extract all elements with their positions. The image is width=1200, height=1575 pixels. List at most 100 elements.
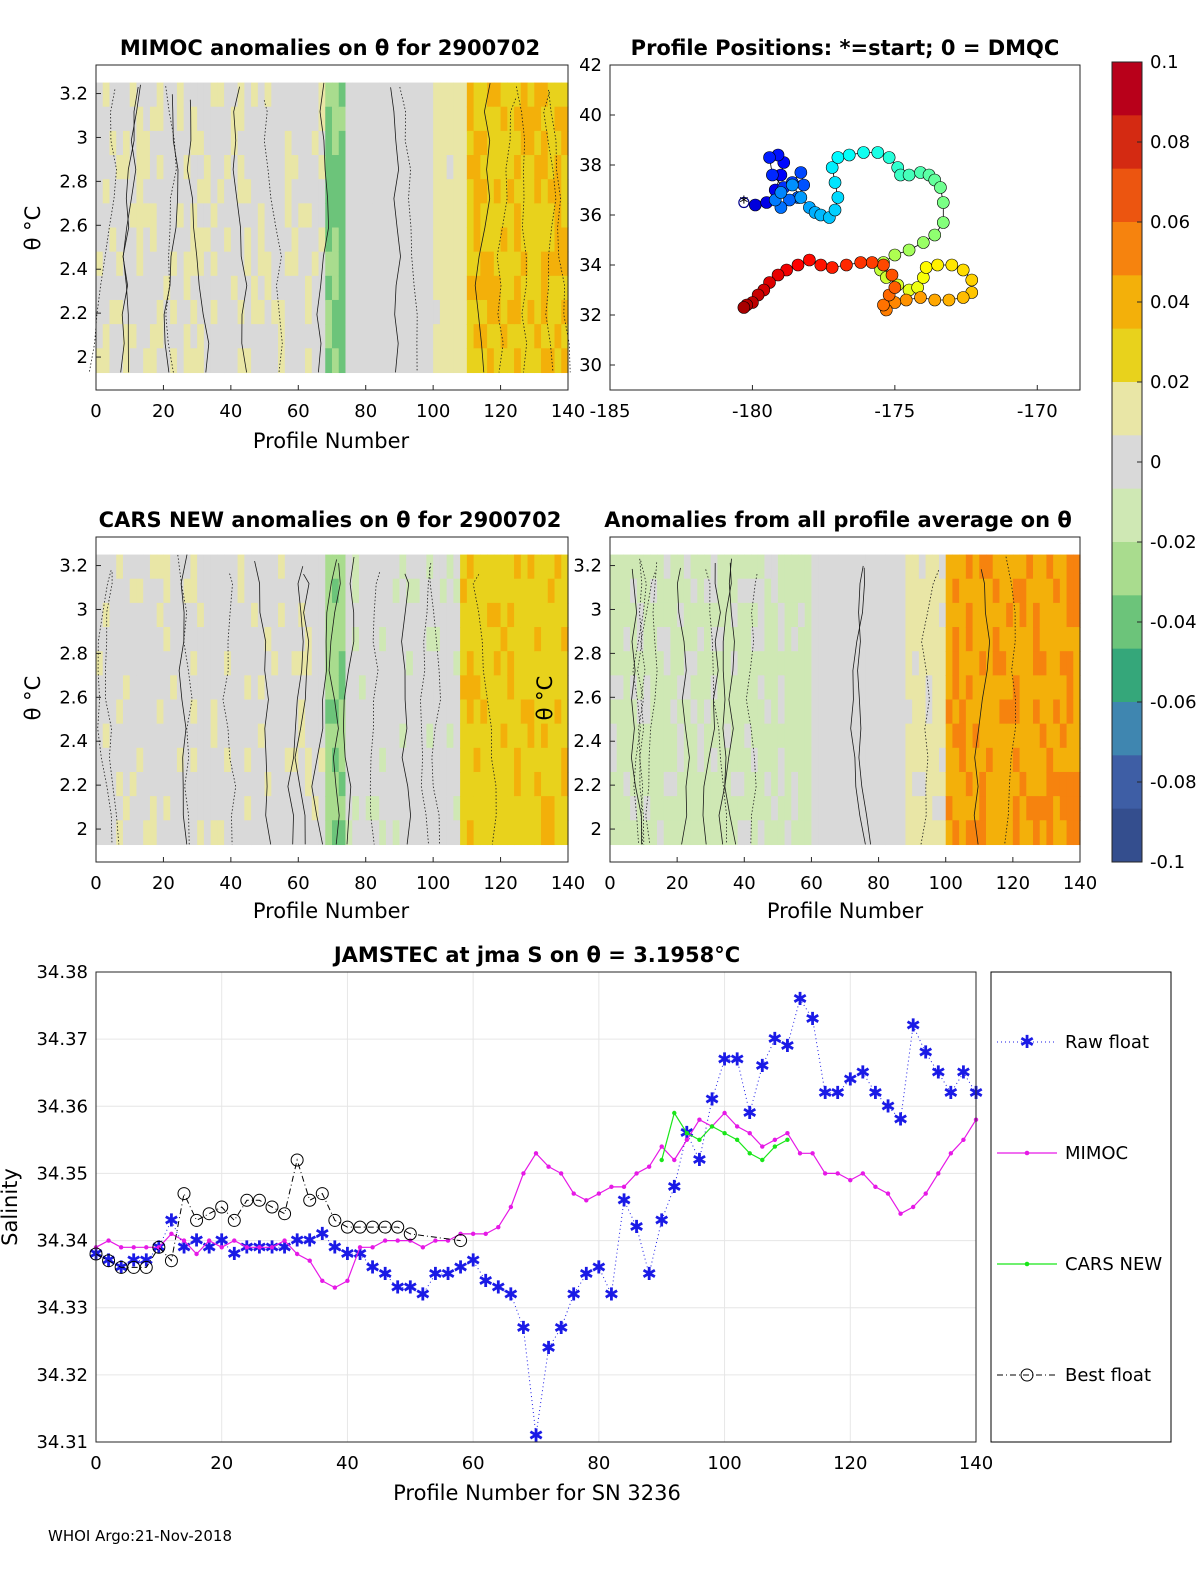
avg-cell: [992, 675, 1001, 701]
cars-cell: [244, 578, 252, 604]
cars-cell: [278, 578, 286, 604]
positions-ytick-label: 40: [579, 105, 602, 126]
mimoc-ytick-label: 3: [77, 127, 88, 148]
cars-cell: [109, 651, 117, 676]
avg-cell: [657, 602, 665, 628]
avg-cell: [898, 675, 907, 701]
avg-cell: [791, 554, 799, 580]
cars-cell: [325, 820, 333, 846]
mimoc-cell: [251, 203, 259, 229]
mimoc-cell: [338, 324, 347, 349]
cars-cell: [493, 771, 502, 797]
mimoc-cell: [419, 324, 427, 349]
mimoc-cell: [109, 324, 117, 349]
mimoc-cell: [190, 299, 198, 325]
mimoc-cell: [251, 251, 259, 277]
avg-cell: [939, 578, 947, 604]
avg-cell: [986, 796, 994, 821]
avg-cell: [871, 578, 880, 604]
mimoc-point: [873, 1184, 878, 1190]
mimoc-cell: [122, 251, 131, 277]
salinity-ytick-label: 34.38: [36, 962, 88, 983]
mimoc-cell: [271, 324, 279, 349]
positions-point: [885, 268, 899, 282]
avg-cell: [965, 602, 974, 628]
mimoc-point: [395, 1238, 400, 1243]
avg-cell: [677, 675, 685, 701]
cars-cell: [183, 627, 191, 652]
avg-cell: [670, 771, 678, 797]
positions-point: [945, 258, 959, 272]
mimoc-cell: [251, 155, 259, 180]
mimoc-cell: [520, 179, 529, 204]
mimoc-cell: [217, 324, 225, 349]
mimoc-cell: [257, 130, 266, 156]
mimoc-cell: [399, 130, 407, 156]
mimoc-cell: [143, 130, 151, 156]
mimoc-cell: [426, 155, 434, 180]
cars-cell: [507, 699, 515, 725]
cars-cell: [439, 723, 448, 749]
mimoc-cell: [493, 227, 502, 253]
cars-cell: [419, 675, 427, 701]
avg-cell: [818, 723, 826, 749]
mimoc-cell: [507, 348, 515, 374]
colorbar-segment: [1112, 702, 1142, 756]
avg-ytick-label: 2.4: [573, 731, 602, 752]
avg-cell: [717, 578, 725, 604]
cars-cell: [291, 602, 299, 628]
avg-cell: [663, 699, 672, 725]
mimoc-cell: [433, 130, 441, 156]
mimoc-cell: [224, 155, 232, 180]
cars-point: [760, 1157, 765, 1163]
cars-cell: [257, 554, 266, 580]
mimoc-cell: [102, 155, 111, 180]
mimoc-point: [961, 1137, 966, 1143]
cars-cell: [453, 675, 461, 701]
mimoc-cell: [332, 227, 340, 253]
mimoc-xtick-label: 40: [219, 401, 242, 422]
mimoc-cell: [460, 227, 468, 253]
best-float-point: [177, 1187, 191, 1201]
raw-float-point: ✱: [541, 1338, 556, 1359]
mimoc-cell: [116, 106, 124, 132]
avg-cell: [1019, 723, 1027, 749]
cars-cell: [554, 554, 562, 580]
avg-cell: [704, 578, 712, 604]
mimoc-point: [948, 1151, 954, 1156]
avg-cell: [831, 602, 839, 628]
cars-cell: [352, 723, 360, 749]
mimoc-cell: [554, 130, 562, 156]
avg-cell: [1026, 699, 1034, 725]
mimoc-cell: [271, 348, 279, 374]
cars-contour: [401, 573, 412, 845]
mimoc-cell: [547, 299, 556, 325]
cars-cell: [224, 771, 232, 797]
avg-cell: [1012, 627, 1021, 652]
cars-cell: [514, 578, 522, 604]
cars-cell: [251, 796, 259, 821]
cars-cell: [446, 771, 454, 797]
cars-cell: [473, 820, 481, 846]
mimoc-cell: [129, 227, 138, 253]
mimoc-cell: [399, 251, 407, 277]
cars-cell: [257, 699, 266, 725]
mimoc-cell: [473, 251, 481, 277]
avg-cell: [905, 651, 913, 676]
positions-point: [877, 298, 890, 312]
mimoc-ytick-label: 2.6: [59, 215, 88, 236]
avg-cell: [1006, 554, 1014, 580]
avg-cell: [690, 699, 698, 725]
avg-cell: [811, 554, 819, 580]
cars-cell: [345, 771, 353, 797]
mimoc-cell: [311, 324, 320, 349]
avg-cell: [925, 699, 933, 725]
mimoc-cell: [338, 179, 347, 204]
mimoc-cell: [197, 130, 205, 156]
mimoc-cell: [237, 179, 245, 204]
avg-cell: [838, 651, 846, 676]
avg-cell: [1066, 651, 1074, 676]
avg-cell: [878, 723, 886, 749]
mimoc-cell: [412, 106, 421, 132]
mimoc-xtick-label: 140: [551, 401, 585, 422]
